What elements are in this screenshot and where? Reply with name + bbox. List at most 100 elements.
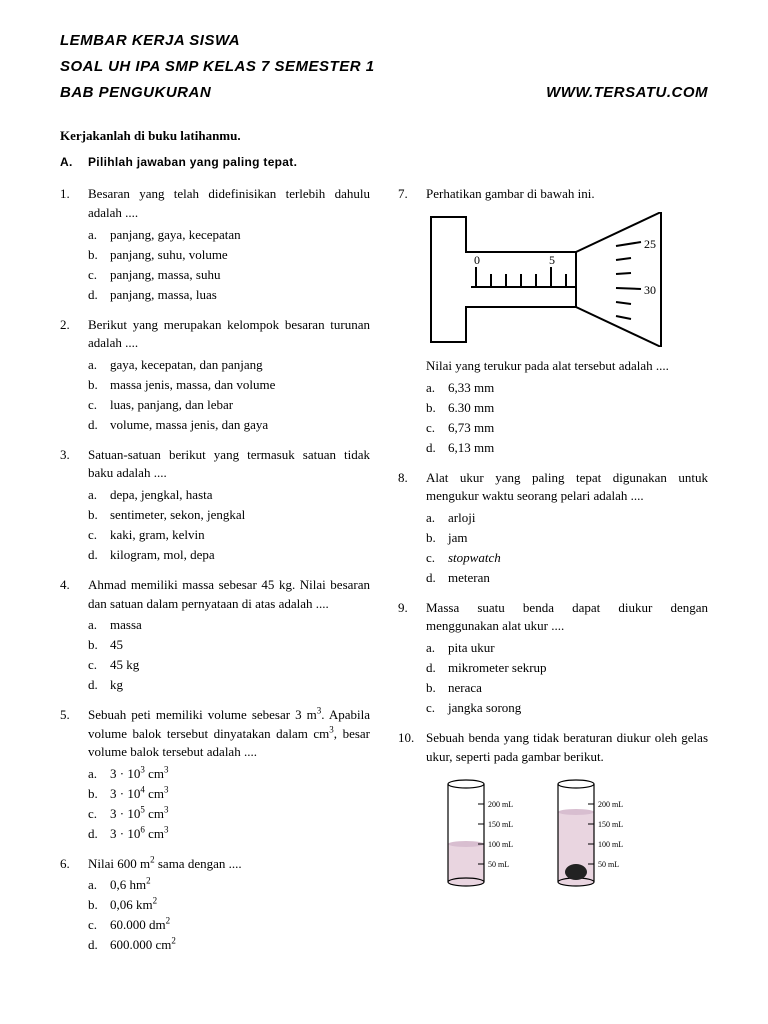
qnum: 6.	[60, 855, 88, 956]
qtext: Alat ukur yang paling tepat digunakan un…	[426, 469, 708, 507]
opt-c: c.	[88, 266, 110, 285]
opt-text: 6,13 mm	[448, 439, 708, 458]
opt-c: c.	[426, 419, 448, 438]
opt-text: massa jenis, massa, dan volume	[110, 376, 370, 395]
svg-text:50 mL: 50 mL	[598, 860, 619, 869]
qtext: Massa suatu benda dapat diukur dengan me…	[426, 599, 708, 637]
svg-text:100 mL: 100 mL	[488, 840, 513, 849]
opt-b: b.	[426, 529, 448, 548]
cylinders-figure: 200 mL 150 mL 100 mL 50 mL	[426, 774, 708, 894]
question-7: 7. Perhatikan gambar di bawah ini.	[398, 185, 708, 458]
qnum: 7.	[398, 185, 426, 458]
opt-text: 0,06 km2	[110, 896, 370, 915]
header-line3-left: BAB PENGUKURAN	[60, 82, 211, 104]
opt-a: a.	[88, 356, 110, 375]
question-3: 3. Satuan-satuan berikut yang termasuk s…	[60, 446, 370, 566]
opt-b: b.	[88, 506, 110, 525]
opt-d: d.	[88, 825, 110, 844]
opt-text: 3 · 106 cm3	[110, 825, 370, 844]
opt-c: c.	[88, 656, 110, 675]
svg-text:50 mL: 50 mL	[488, 860, 509, 869]
qnum: 8.	[398, 469, 426, 589]
section-a: A.Pilihlah jawaban yang paling tepat.	[60, 154, 708, 171]
opt-text: kg	[110, 676, 370, 695]
opt-a: a.	[88, 616, 110, 635]
opt-text: massa	[110, 616, 370, 635]
opt-text: pita ukur	[448, 639, 708, 658]
opt-a: a.	[88, 876, 110, 895]
qtext: Besaran yang telah didefinisikan terlebi…	[88, 185, 370, 223]
question-6: 6. Nilai 600 m2 sama dengan .... a.0,6 h…	[60, 855, 370, 956]
question-2: 2. Berikut yang merupakan kelompok be­sa…	[60, 316, 370, 436]
opt-d: d.	[88, 546, 110, 565]
opt-c: c.	[88, 526, 110, 545]
qtext: Perhatikan gambar di bawah ini.	[426, 185, 708, 204]
qnum: 10.	[398, 729, 426, 905]
opt-b: b.	[88, 246, 110, 265]
instruction: Kerjakanlah di buku latihanmu.	[60, 127, 708, 146]
opt-a: a.	[88, 226, 110, 245]
opt-text: panjang, suhu, volume	[110, 246, 370, 265]
opt-text: panjang, gaya, kecepatan	[110, 226, 370, 245]
opt-c: c.	[426, 549, 448, 568]
opt-a: a.	[426, 639, 448, 658]
question-1: 1. Besaran yang telah didefinisikan terl…	[60, 185, 370, 305]
svg-text:25: 25	[644, 237, 656, 251]
opt-text: 3 · 103 cm3	[110, 765, 370, 784]
opt-b: b.	[88, 896, 110, 915]
question-9: 9. Massa suatu benda dapat diukur dengan…	[398, 599, 708, 719]
qtext: Sebuah benda yang tidak beraturan diukur…	[426, 729, 708, 767]
qtext: Satuan-satuan berikut yang termasuk satu…	[88, 446, 370, 484]
question-5: 5. Sebuah peti memiliki volume sebesar 3…	[60, 706, 370, 845]
qtext: Berikut yang merupakan kelompok be­saran…	[88, 316, 370, 354]
opt-text: sentimeter, sekon, jengkal	[110, 506, 370, 525]
opt-c: c.	[88, 805, 110, 824]
opt-text: kaki, gram, kelvin	[110, 526, 370, 545]
qnum: 4.	[60, 576, 88, 696]
opt-text: arloji	[448, 509, 708, 528]
opt-text: panjang, massa, suhu	[110, 266, 370, 285]
opt-text: 6,33 mm	[448, 379, 708, 398]
svg-text:30: 30	[644, 283, 656, 297]
opt-a: a.	[88, 765, 110, 784]
section-text: Pilihlah jawaban yang paling tepat.	[88, 155, 297, 169]
opt-text: panjang, massa, luas	[110, 286, 370, 305]
opt-d: d.	[88, 676, 110, 695]
opt-a: a.	[426, 509, 448, 528]
opt-d: d.	[88, 286, 110, 305]
qtext: Ahmad memiliki massa sebesar 45 kg. Nila…	[88, 576, 370, 614]
opt-c: c.	[426, 699, 448, 718]
opt-text: volume, massa jenis, dan gaya	[110, 416, 370, 435]
svg-text:200 mL: 200 mL	[488, 800, 513, 809]
svg-text:200 mL: 200 mL	[598, 800, 623, 809]
opt-c: c.	[88, 916, 110, 935]
micrometer-figure: 0 5 25 30	[426, 212, 708, 347]
header-line2: SOAL UH IPA SMP KELAS 7 SEMESTER 1	[60, 56, 708, 78]
svg-text:0: 0	[474, 253, 480, 267]
opt-d: d.	[426, 569, 448, 588]
opt-text: 3 · 104 cm3	[110, 785, 370, 804]
svg-text:100 mL: 100 mL	[598, 840, 623, 849]
opt-text: 0,6 hm2	[110, 876, 370, 895]
opt-text: 45 kg	[110, 656, 370, 675]
opt-text: 600.000 cm2	[110, 936, 370, 955]
qtext: Nilai 600 m2 sama dengan ....	[88, 855, 370, 874]
section-letter: A.	[60, 154, 88, 171]
qnum: 1.	[60, 185, 88, 305]
opt-text: kilogram, mol, depa	[110, 546, 370, 565]
opt-text: 60.000 dm2	[110, 916, 370, 935]
question-8: 8. Alat ukur yang paling tepat digunakan…	[398, 469, 708, 589]
opt-b: b.	[426, 399, 448, 418]
caption: Nilai yang terukur pada alat tersebut ad…	[426, 357, 708, 376]
opt-c: c.	[88, 396, 110, 415]
opt-text: jam	[448, 529, 708, 548]
opt-d: d.	[426, 439, 448, 458]
opt-b: b.	[426, 679, 448, 698]
right-column: 7. Perhatikan gambar di bawah ini.	[398, 185, 708, 965]
opt-text: depa, jengkal, hasta	[110, 486, 370, 505]
svg-text:150 mL: 150 mL	[488, 820, 513, 829]
opt-text: gaya, kecepatan, dan panjang	[110, 356, 370, 375]
opt-text: 6.30 mm	[448, 399, 708, 418]
opt-a: a.	[426, 379, 448, 398]
opt-text: jangka sorong	[448, 699, 708, 718]
